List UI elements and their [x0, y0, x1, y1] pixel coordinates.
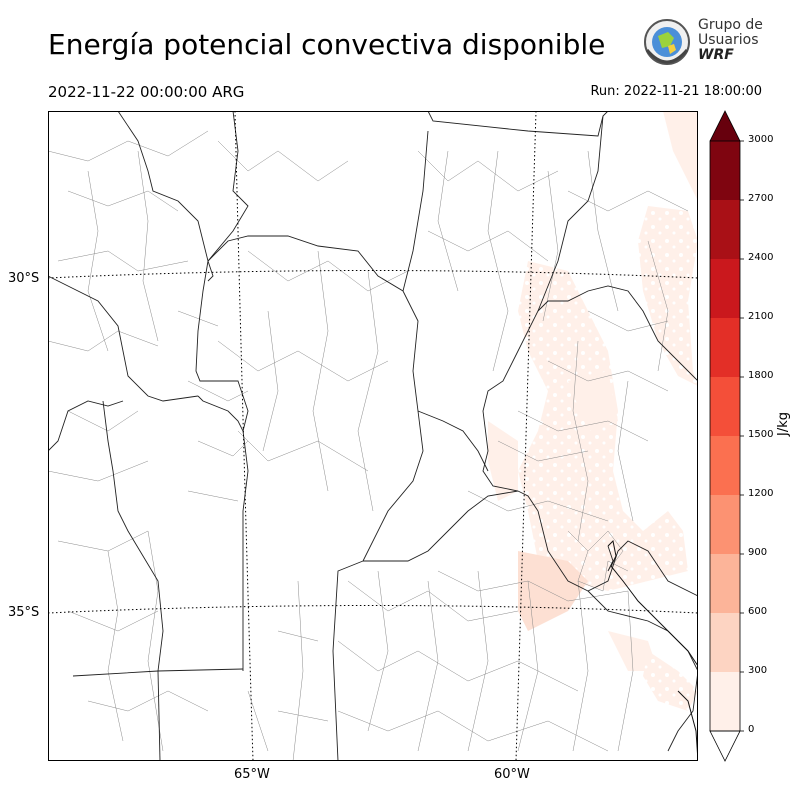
- logo-text: Grupo de Usuarios WRF: [698, 17, 763, 63]
- lon-label-65w: 65°W: [234, 767, 270, 782]
- lat-label-35s: 35°S: [8, 605, 40, 620]
- colorbar-band: [710, 672, 740, 731]
- colorbar-tick-label: 600: [748, 606, 768, 617]
- globe-icon: [644, 19, 690, 65]
- colorbar-tick-label: 2400: [748, 252, 774, 263]
- colorbar-band: [710, 436, 740, 495]
- graticule: [47, 110, 699, 762]
- colorbar-tick-label: 1200: [748, 488, 774, 499]
- colorbar-band: [710, 495, 740, 554]
- colorbar-bands: [710, 141, 740, 731]
- lat-label-30s: 30°S: [8, 271, 40, 286]
- colorbar-band: [710, 318, 740, 377]
- colorbar-tick-label: 1500: [748, 429, 774, 440]
- wrf-users-logo: Grupo de Usuarios WRF: [638, 16, 763, 72]
- colorbar-tick-label: 3000: [748, 134, 774, 145]
- map-canvas: [47, 110, 699, 762]
- colorbar-band: [710, 613, 740, 672]
- colorbar-tick-label: 900: [748, 547, 768, 558]
- lon-label-60w: 60°W: [494, 767, 530, 782]
- colorbar-tick-label: 0: [748, 724, 755, 735]
- colorbar-tick-label: 1800: [748, 370, 774, 381]
- colorbar-tick-marks: [740, 140, 744, 732]
- colorbar-tick-label: 2700: [748, 193, 774, 204]
- colorbar-band: [710, 377, 740, 436]
- colorbar-tick-label: 300: [748, 665, 768, 676]
- chart-title: Energía potencial convectiva disponible: [48, 28, 606, 61]
- cape-map: [47, 110, 699, 762]
- colorbar-band: [710, 259, 740, 318]
- cape-shading: [488, 111, 698, 711]
- colorbar-band: [710, 554, 740, 613]
- valid-time: 2022-11-22 00:00:00 ARG: [48, 83, 245, 101]
- department-boundaries: [47, 130, 689, 762]
- colorbar-band: [710, 141, 740, 200]
- colorbar-band: [710, 200, 740, 259]
- run-time: Run: 2022-11-21 18:00:00: [590, 84, 762, 99]
- colorbar-tick-label: 2100: [748, 311, 774, 322]
- colorbar: [709, 110, 744, 762]
- colorbar-under-triangle: [709, 730, 741, 762]
- colorbar-over-triangle: [710, 111, 740, 141]
- colorbar-label: J/kg: [776, 412, 791, 436]
